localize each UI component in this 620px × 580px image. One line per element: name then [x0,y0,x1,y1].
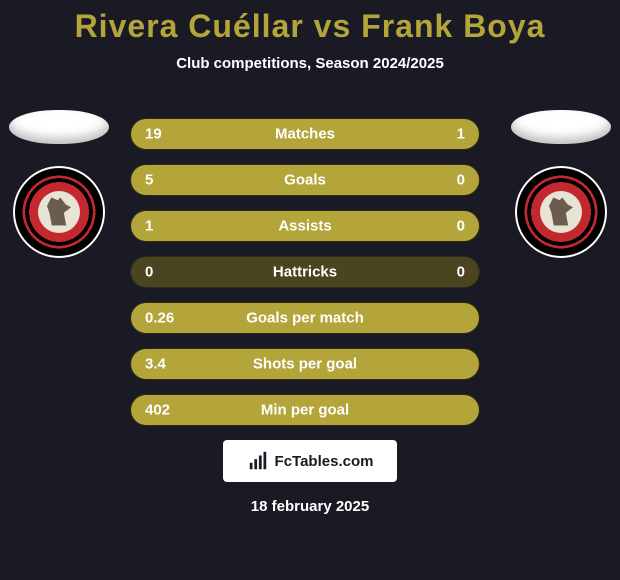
footer-date: 18 february 2025 [251,498,369,515]
page-subtitle: Club competitions, Season 2024/2025 [0,55,620,72]
stat-label: Hattricks [273,264,337,281]
stat-value-left: 19 [145,126,162,143]
stat-value-right: 0 [457,218,465,235]
chart-icon [247,450,269,472]
footer-brand-text: FcTables.com [275,453,374,470]
bar-fill-left [131,119,402,149]
flag-right-icon [511,110,611,144]
stat-value-left: 0 [145,264,153,281]
stat-row: 0 0 Hattricks [130,256,480,288]
flag-left-icon [9,110,109,144]
stat-row: 19 1 Matches [130,118,480,150]
stat-row: 1 0 Assists [130,210,480,242]
stat-label: Assists [278,218,331,235]
stat-label: Goals per match [246,310,364,327]
page-title: Rivera Cuéllar vs Frank Boya [0,0,620,45]
stat-label: Min per goal [261,402,349,419]
stat-value-right: 1 [457,126,465,143]
stat-value-left: 5 [145,172,153,189]
footer-brand-logo: FcTables.com [223,440,397,482]
stat-value-left: 0.26 [145,310,174,327]
player-right-column [506,110,616,258]
stat-label: Shots per goal [253,356,357,373]
stat-value-right: 0 [457,172,465,189]
stat-row: 0.26 Goals per match [130,302,480,334]
stat-row: 402 Min per goal [130,394,480,426]
bars-container: 19 1 Matches 5 0 Goals 1 0 Assists 0 0 Hattricks 0.2… [130,118,480,426]
stat-value-right: 0 [457,264,465,281]
stat-row: 3.4 Shots per goal [130,348,480,380]
stat-label: Matches [275,126,335,143]
club-badge-right-icon [515,166,607,258]
club-badge-left-icon [13,166,105,258]
stat-value-left: 402 [145,402,170,419]
stat-value-left: 3.4 [145,356,166,373]
stat-value-left: 1 [145,218,153,235]
stat-label: Goals [284,172,326,189]
stat-row: 5 0 Goals [130,164,480,196]
bar-fill-right [402,119,479,149]
player-left-column [4,110,114,258]
